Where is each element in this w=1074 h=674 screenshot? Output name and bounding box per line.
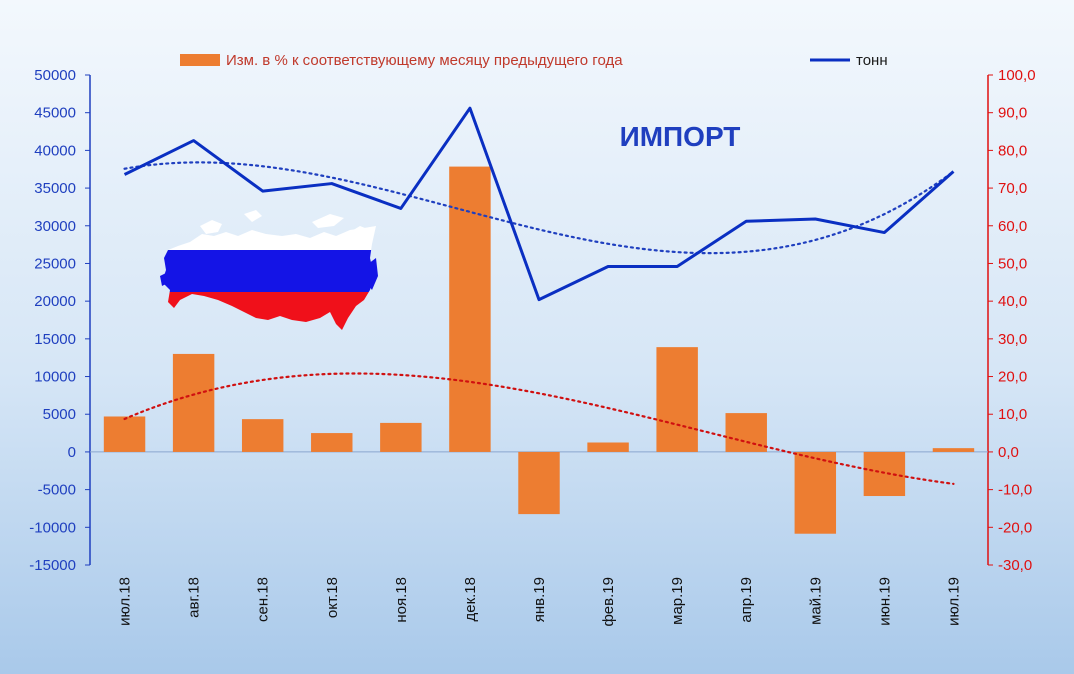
y-left-tick-label: 20000 xyxy=(34,293,76,310)
y-right-tick-label: 10,0 xyxy=(998,406,1027,423)
x-tick-label: окт.18 xyxy=(324,577,341,618)
bar xyxy=(518,451,560,515)
bar xyxy=(932,448,975,452)
bar xyxy=(380,422,422,452)
x-tick-label: июл.19 xyxy=(945,577,962,626)
x-tick-label: июн.19 xyxy=(876,577,893,626)
russia-flag-map-image xyxy=(160,210,378,330)
x-tick-label: сен.18 xyxy=(255,577,272,622)
y-right-tick-label: -10,0 xyxy=(998,482,1032,499)
chart-title: ИМПОРТ xyxy=(620,121,741,152)
line-tonn xyxy=(123,106,955,302)
y-left-tick-label: -5000 xyxy=(38,482,76,499)
x-tick-label: ноя.18 xyxy=(393,577,410,623)
y-right-tick-label: 70,0 xyxy=(998,180,1027,197)
y-right-tick-label: 30,0 xyxy=(998,331,1027,348)
legend-bar-swatch xyxy=(180,54,220,66)
legend-line-label: тонн xyxy=(856,52,888,69)
y-left-tick-label: -15000 xyxy=(29,557,76,574)
x-tick-label: фев.19 xyxy=(600,577,617,627)
x-tick-label: дек.18 xyxy=(462,577,479,622)
bar xyxy=(449,166,491,452)
y-right-tick-label: 0,0 xyxy=(998,444,1019,461)
trendline-tonn xyxy=(123,161,955,255)
bar xyxy=(587,442,629,452)
y-left-tick-label: -10000 xyxy=(29,519,76,536)
trendline-percent xyxy=(123,372,955,485)
bar xyxy=(311,433,353,452)
x-tick-label: мар.19 xyxy=(669,577,686,625)
bars xyxy=(103,166,975,534)
y-right-tick-label: 50,0 xyxy=(998,255,1027,272)
y-left-tick-label: 25000 xyxy=(34,255,76,272)
y-right-tick-label: -20,0 xyxy=(998,519,1032,536)
x-tick-label: янв.19 xyxy=(531,577,548,622)
legend: Изм. в % к соответствующему месяцу преды… xyxy=(180,52,888,69)
tick-labels: -15000 -10000 -5000 0 5000 10000 15000 20000 250… xyxy=(29,67,1035,627)
y-right-tick-label: 40,0 xyxy=(998,293,1027,310)
y-right-tick-label: 20,0 xyxy=(998,369,1027,386)
line-series xyxy=(123,106,955,302)
bar xyxy=(103,416,146,452)
y-left-tick-label: 35000 xyxy=(34,180,76,197)
bar xyxy=(656,347,698,452)
y-left-tick-label: 5000 xyxy=(43,406,76,423)
y-left-tick-label: 45000 xyxy=(34,105,76,122)
y-right-tick-label: 100,0 xyxy=(998,67,1036,84)
y-left-tick-label: 50000 xyxy=(34,67,76,84)
x-tick-label: апр.19 xyxy=(738,577,755,623)
y-right-tick-label: 90,0 xyxy=(998,105,1027,122)
trendlines xyxy=(123,161,955,485)
y-left-tick-label: 30000 xyxy=(34,218,76,235)
x-tick-label: авг.18 xyxy=(186,577,203,618)
y-right-tick-label: 60,0 xyxy=(998,218,1027,235)
bar xyxy=(172,353,215,452)
bar xyxy=(794,451,837,534)
legend-bar-label: Изм. в % к соответствующему месяцу преды… xyxy=(226,52,623,69)
y-left-tick-label: 40000 xyxy=(34,142,76,159)
bar xyxy=(241,419,284,452)
x-tick-label: май.19 xyxy=(807,577,824,625)
y-right-tick-label: 80,0 xyxy=(998,142,1027,159)
bar xyxy=(863,451,906,497)
y-left-tick-label: 0 xyxy=(68,444,76,461)
y-right-tick-label: -30,0 xyxy=(998,557,1032,574)
y-left-tick-label: 10000 xyxy=(34,369,76,386)
y-left-tick-label: 15000 xyxy=(34,331,76,348)
x-tick-label: июл.18 xyxy=(117,577,134,626)
